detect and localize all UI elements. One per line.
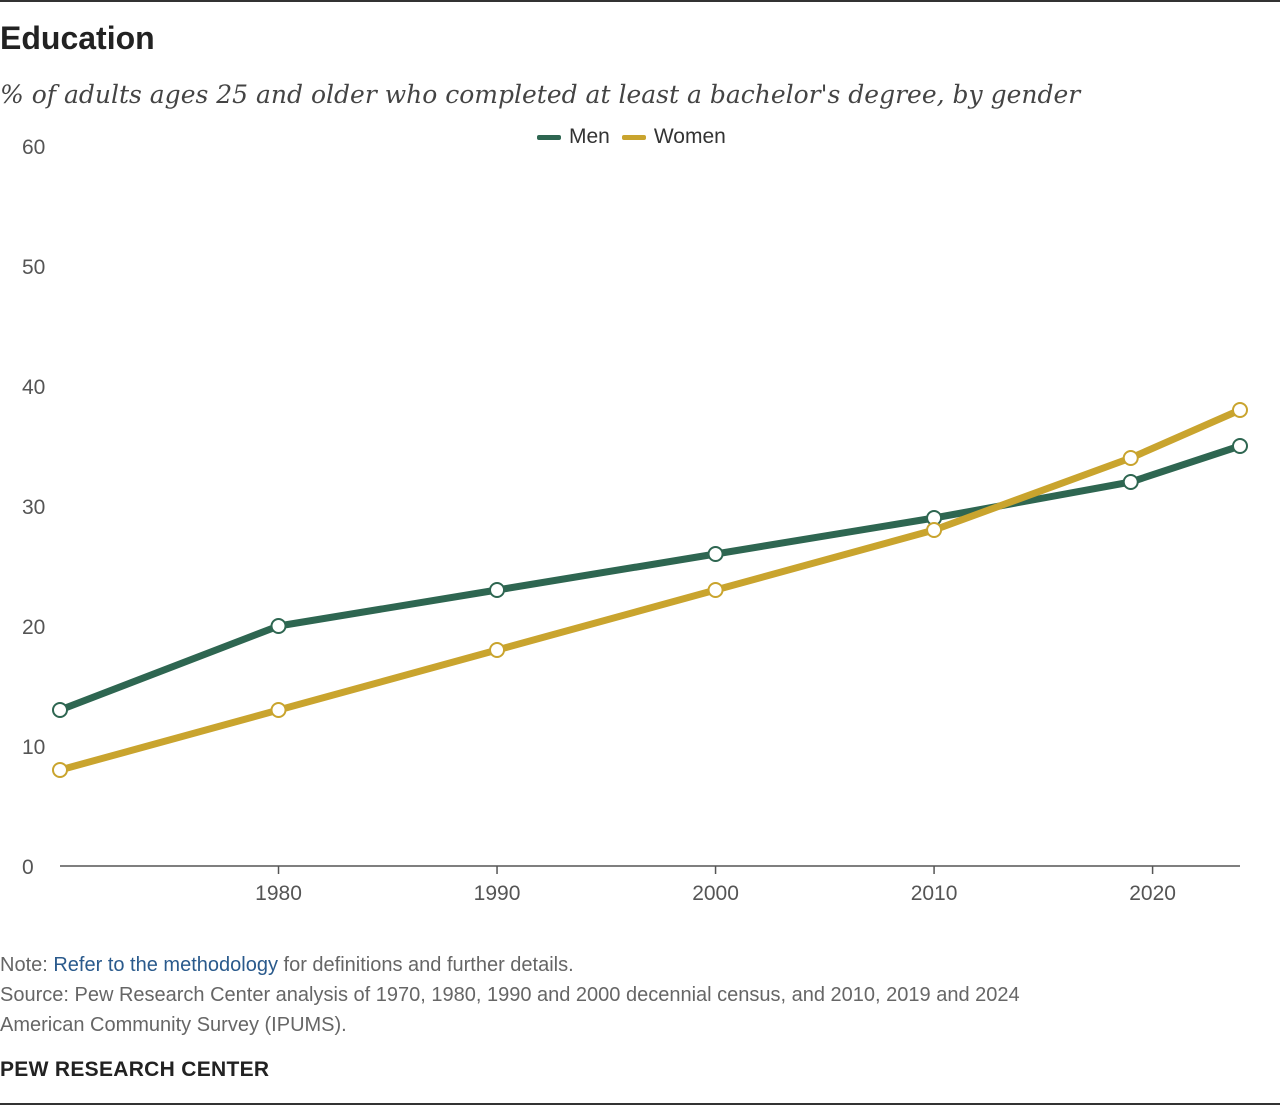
- data-point-women: [926, 522, 943, 538]
- series-points: [52, 402, 1248, 778]
- legend-label-women: Women: [653, 125, 726, 148]
- x-tick-label: 2000: [692, 882, 739, 905]
- y-tick-label: 0: [22, 856, 34, 879]
- y-tick-label: 20: [22, 616, 45, 639]
- legend-swatch-women: [621, 134, 646, 140]
- legend-swatch-men: [537, 134, 561, 140]
- y-tick-label: 50: [22, 256, 45, 279]
- line-chart: 0 10 20 30 40 50 60 1980 1990 2000 2010 2020: [22, 136, 1248, 905]
- data-point-men: [489, 582, 506, 598]
- source-line-2: American Community Survey (IPUMS).: [0, 1014, 347, 1036]
- top-rule: [0, 0, 1280, 2]
- data-point-women: [489, 642, 506, 658]
- data-point-men: [707, 546, 724, 562]
- brand-name: PEW RESEARCH CENTER: [0, 1058, 270, 1081]
- x-tick-label: 2020: [1129, 882, 1176, 905]
- series-line-women: [56, 406, 1244, 774]
- y-tick-label: 40: [22, 376, 45, 399]
- y-tick-label: 60: [22, 136, 45, 159]
- source-line-1: Source: Pew Research Center analysis of …: [0, 984, 1020, 1006]
- data-point-men: [1232, 438, 1248, 454]
- y-tick-label: 30: [22, 496, 45, 519]
- chart-note: Note: Refer to the methodology for defin…: [0, 950, 574, 980]
- x-tick-label: 1980: [255, 882, 302, 905]
- y-tick-label: 10: [22, 736, 45, 759]
- chart-title: Education: [0, 20, 155, 56]
- chart-subtitle: % of adults ages 25 and older who comple…: [0, 80, 1081, 109]
- data-point-women: [1232, 402, 1248, 418]
- data-point-men: [52, 702, 68, 718]
- legend: Men Women: [537, 125, 738, 149]
- legend-item-women: Women: [621, 125, 726, 149]
- data-point-women: [52, 762, 68, 778]
- data-point-men: [270, 618, 287, 634]
- data-point-women: [707, 582, 724, 598]
- x-tick-label: 2010: [911, 882, 958, 905]
- x-tick-label: 1990: [474, 882, 521, 905]
- note-suffix: for definitions and further details.: [277, 954, 574, 976]
- y-axis-ticks: 0 10 20 30 40 50 60: [22, 136, 45, 879]
- x-axis-ticks: 1980 1990 2000 2010 2020: [255, 866, 1176, 905]
- data-point-women: [270, 702, 287, 718]
- methodology-link[interactable]: Refer to the methodology: [53, 954, 278, 976]
- legend-item-men: Men: [537, 125, 610, 149]
- series-lines: [56, 406, 1244, 774]
- chart-source: Source: Pew Research Center analysis of …: [0, 980, 1020, 1040]
- note-prefix: Note:: [0, 954, 54, 976]
- data-point-men: [1122, 474, 1139, 490]
- data-point-women: [1122, 450, 1139, 466]
- bottom-rule: [0, 1103, 1280, 1105]
- legend-label-men: Men: [569, 125, 610, 148]
